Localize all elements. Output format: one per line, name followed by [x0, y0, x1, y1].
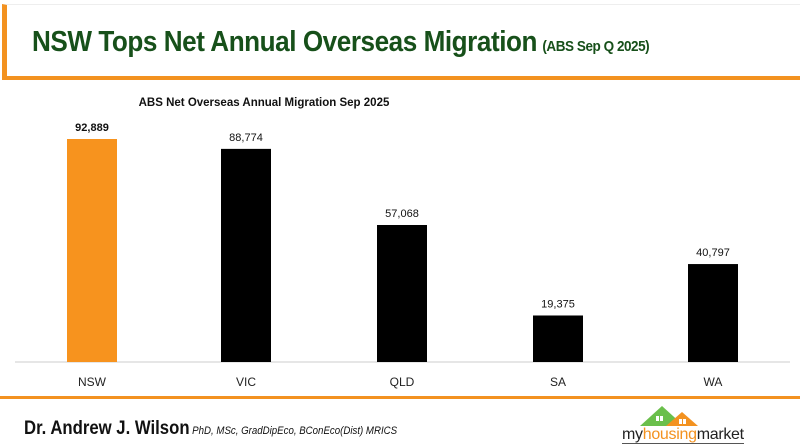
logo-my: my: [622, 426, 643, 443]
author-text: Dr. Andrew J. Wilson: [24, 418, 190, 439]
x-tick-label-qld: QLD: [390, 375, 415, 389]
x-tick-label-nsw: NSW: [78, 375, 107, 389]
author-name: Dr. Andrew J. Wilson PhD, MSc, GradDipEco…: [24, 418, 397, 440]
x-tick-label-sa: SA: [550, 375, 566, 389]
bar-nsw: [67, 139, 117, 362]
author-credentials: PhD, MSc, GradDipEco, BConEco(Dist) MRIC…: [192, 425, 398, 437]
logo-text: myhousingmarket: [622, 427, 744, 444]
header-banner: [2, 4, 800, 80]
bar-wa: [688, 264, 738, 362]
x-tick-label-vic: VIC: [236, 375, 256, 389]
page-title: NSW Tops Net Annual Overseas Migration (A…: [32, 26, 650, 59]
chart-title: ABS Net Overseas Annual Migration Sep 20…: [139, 97, 390, 109]
x-tick-label-wa: WA: [704, 375, 723, 389]
footer-divider: [0, 396, 800, 399]
data-label-nsw: 92,889: [75, 122, 109, 134]
logo-market: market: [696, 426, 744, 443]
bar-vic: [221, 148, 271, 362]
data-label-vic: 88,774: [229, 132, 263, 144]
data-label-wa: 40,797: [696, 247, 730, 259]
bar-sa: [533, 315, 583, 362]
title-text: NSW Tops Net Annual Overseas Migration: [32, 26, 537, 58]
bar-qld: [377, 224, 427, 362]
data-label-qld: 57,068: [385, 208, 419, 220]
house-icon: [640, 406, 698, 426]
logo-housing: housing: [642, 426, 697, 443]
myhousingmarket-logo: myhousingmarket: [622, 404, 772, 444]
page-subtitle: (ABS Sep Q 2025): [542, 38, 650, 55]
data-label-sa: 19,375: [541, 298, 575, 310]
